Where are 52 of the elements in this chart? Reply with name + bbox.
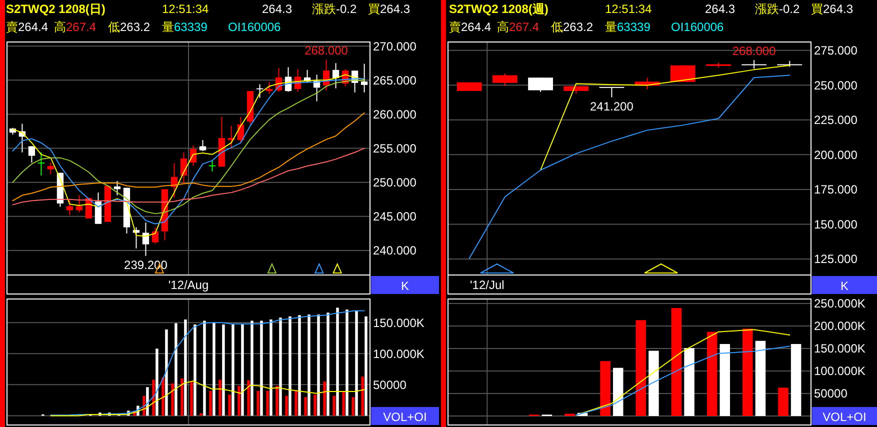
y-tick-label: 100.000K	[373, 346, 424, 361]
x-tick-label: '12/Aug	[168, 278, 209, 292]
y-tick-label: 245.000	[373, 210, 417, 224]
chart-title: S2TWQ2 1208(日)	[6, 2, 106, 16]
text: OI160006	[228, 20, 282, 34]
text: 264.3	[705, 2, 736, 16]
text: 12:51:34	[162, 2, 210, 16]
text: 漲跌-0.2	[312, 2, 358, 16]
annotation: 268.000	[732, 44, 776, 58]
text: VOL+OI	[822, 410, 866, 424]
y-tick-label: 240.000	[373, 244, 417, 258]
text: 低263.2	[108, 20, 150, 34]
x-tick-label: '12/Jul	[470, 278, 504, 292]
text: 買264.3	[811, 2, 854, 16]
annotation: 239.200	[124, 258, 168, 272]
y-tick-label: 270.000	[373, 39, 417, 54]
annotation: 268.000	[304, 44, 348, 58]
text: 買264.3	[368, 2, 410, 16]
text: K	[400, 279, 410, 293]
y-tick-label: 150.000K	[373, 316, 424, 330]
y-tick-label: 260.000	[373, 107, 417, 122]
y-tick-label: 265.000	[373, 73, 417, 88]
text: 高267.4	[497, 20, 540, 34]
text: K	[840, 279, 849, 293]
text: 賣264.4	[449, 20, 492, 34]
y-tick-label: 225.000	[814, 113, 858, 128]
y-tick-label: 100.000K	[814, 364, 866, 378]
text: 264.3	[262, 2, 292, 16]
y-tick-label: 150.000K	[814, 342, 866, 356]
text: 量63339	[162, 20, 208, 34]
y-tick-label: 250.000	[373, 176, 417, 190]
y-tick-label: 150.000	[814, 217, 858, 232]
y-tick-label: 200.000	[814, 148, 858, 162]
text: 12:51:34	[605, 2, 652, 16]
y-tick-label: 275.000	[814, 44, 858, 58]
y-tick-label: 50000	[373, 378, 407, 392]
y-tick-label: 50000	[814, 386, 848, 401]
y-tick-label: 125.000	[814, 252, 858, 266]
text: 量63339	[605, 20, 651, 34]
annotation: 241.200	[590, 99, 634, 114]
y-tick-label: 255.000	[373, 141, 417, 156]
text: 賣264.4	[6, 20, 48, 34]
y-tick-label: 250.000K	[814, 296, 866, 311]
text: OI160006	[671, 20, 724, 34]
y-tick-label: 200.000K	[814, 319, 866, 334]
text: 低263.2	[551, 20, 594, 34]
chart-title: S2TWQ2 1208(週)	[449, 2, 548, 16]
text: VOL+OI	[383, 410, 427, 424]
text: 高267.4	[54, 20, 96, 34]
text: 漲跌-0.2	[755, 2, 800, 16]
y-tick-label: 175.000	[814, 182, 858, 197]
y-tick-label: 250.000	[814, 78, 858, 92]
